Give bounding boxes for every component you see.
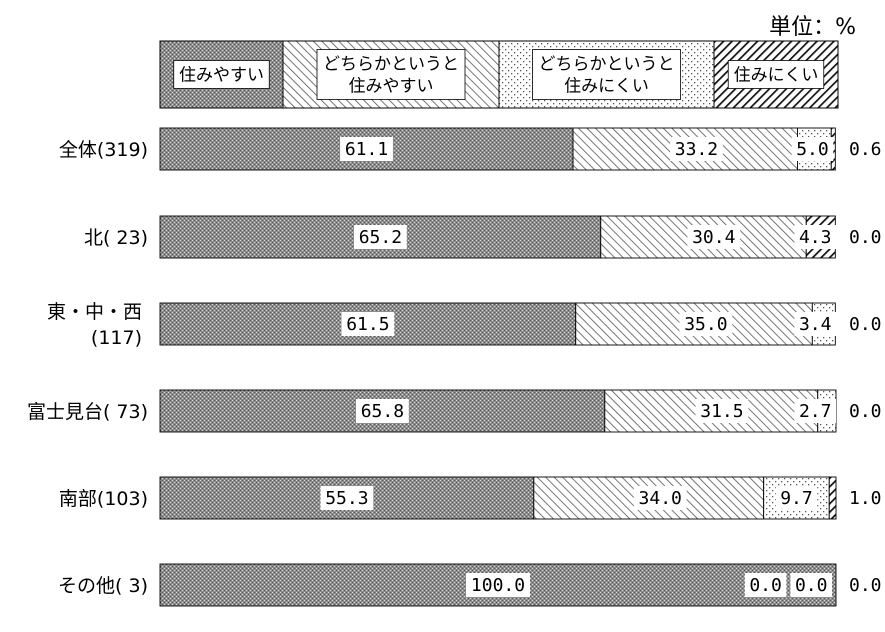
data-label-box-5-2: [790, 573, 832, 597]
data-label-4-0: 55.3: [325, 488, 368, 509]
data-label-3-2: 2.7: [799, 401, 832, 422]
legend-label-3: 住みにくい: [734, 66, 819, 86]
data-label-box-3-1: [695, 399, 749, 423]
unit-label: 単位：%: [769, 15, 856, 40]
data-label-0-1: 33.2: [675, 139, 718, 160]
data-label-1-2: 0.0: [849, 227, 882, 248]
data-label-3-3: 0.0: [849, 401, 882, 422]
data-label-4-1: 34.0: [639, 488, 682, 509]
data-label-box-4-0: [320, 486, 374, 510]
data-label-box-0-1: [670, 137, 723, 161]
legend-label-1: どちらかというと住みやすい: [323, 55, 459, 97]
data-label-box-5-0: [466, 573, 530, 597]
legend-label-0: 住みやすい: [179, 66, 264, 86]
data-label-1-1: 30.4: [692, 227, 735, 248]
bars: 全体(319) 61.1 33.2 5.0 0.6 北( 23) 65.2 30.4 4.3 0.…: [27, 127, 882, 607]
data-label-4-3: 1.0: [849, 488, 882, 509]
legend-label-box-3: [727, 60, 825, 89]
legend-label-2: どちらかというと住みにくい: [539, 55, 675, 97]
data-label-0-2: 5.0: [796, 139, 829, 160]
data-label-box-1-0: [353, 225, 407, 249]
data-label-box-2-1: [679, 312, 733, 336]
data-label-box-3-2: [794, 399, 836, 423]
data-label-2-2: 3.4: [799, 314, 832, 335]
category-label-3: 富士見台( 73): [27, 401, 148, 423]
data-label-1-0: 65.2: [359, 227, 402, 248]
category-label-4: 南部(103): [59, 488, 148, 510]
data-label-5-3: 0.0: [849, 575, 882, 596]
category-label-0: 全体(319): [59, 139, 148, 161]
data-label-box-4-1: [633, 486, 687, 510]
data-label-5-0: 100.0: [471, 575, 525, 596]
category-label-5: その他( 3): [58, 575, 148, 597]
data-label-box-2-0: [341, 312, 395, 336]
data-label-0-0: 61.1: [345, 139, 388, 160]
data-label-3-1: 31.5: [700, 401, 743, 422]
data-label-4-2: 9.7: [780, 488, 813, 509]
data-label-5-1: 0.0: [749, 575, 782, 596]
data-label-box-1-1: [687, 225, 741, 249]
data-label-1-3: 4.3: [799, 227, 832, 248]
data-label-box-2-2: [794, 312, 836, 336]
data-label-box-0-0: [340, 137, 393, 161]
legend: 住みやすい どちらかというと住みやすい どちらかというと住みにくい 住みにくい: [159, 40, 839, 109]
data-label-0-3: 0.6: [849, 139, 882, 160]
bar-segment-4-3: [828, 476, 837, 520]
data-label-3-0: 65.8: [361, 401, 404, 422]
data-label-box-3-0: [356, 399, 409, 423]
category-label-1: 北( 23): [84, 227, 148, 249]
data-label-box-1-3: [794, 225, 836, 249]
data-label-box-0-2: [791, 137, 834, 161]
data-label-2-1: 35.0: [684, 314, 727, 335]
data-label-2-3: 0.0: [849, 314, 882, 335]
legend-label-box-2: [532, 49, 681, 100]
data-label-box-4-2: [775, 486, 818, 510]
data-label-2-0: 61.5: [346, 314, 389, 335]
data-label-5-2: 0.0: [795, 575, 828, 596]
category-label-2: 東・中・西(117): [47, 301, 142, 349]
legend-label-box-0: [173, 60, 270, 89]
legend-label-box-1: [316, 49, 466, 100]
data-label-box-5-1: [744, 573, 787, 597]
